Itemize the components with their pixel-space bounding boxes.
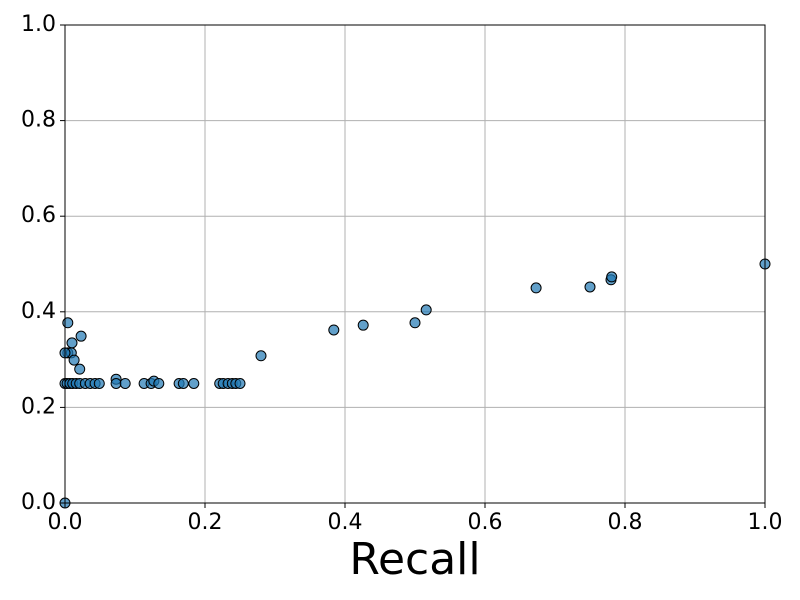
point (188, 378, 200, 389)
point (530, 282, 542, 294)
x-tick-label: 0.2 (188, 510, 223, 535)
x-tick-label: 0.6 (468, 510, 503, 535)
point (66, 337, 78, 349)
y-tick-label: 0.2 (21, 394, 56, 419)
x-tick-label: 0.0 (48, 510, 83, 535)
point (74, 363, 86, 375)
point (255, 350, 267, 362)
point (119, 378, 131, 389)
point (68, 354, 80, 366)
x-tick-label: 0.4 (328, 510, 363, 535)
point (584, 281, 596, 293)
plot-frame (64, 24, 766, 504)
point (328, 324, 340, 336)
point (153, 378, 165, 389)
point (75, 330, 87, 342)
grid (64, 24, 766, 504)
y-tick-label: 0.0 (21, 490, 56, 515)
point (110, 378, 122, 389)
point (234, 378, 246, 389)
points (59, 258, 771, 509)
point (177, 378, 189, 389)
x-axis-label: Recall (349, 534, 480, 585)
y-tick-label: 0.4 (21, 299, 56, 324)
point (62, 317, 74, 329)
point (357, 319, 369, 331)
y-tick-label: 1.0 (21, 12, 56, 37)
x-tick-label: 1.0 (748, 510, 783, 535)
x-tick-label: 0.8 (608, 510, 643, 535)
point (409, 317, 421, 329)
point (93, 378, 105, 389)
point (420, 304, 432, 316)
y-tick-label: 0.6 (21, 203, 56, 228)
point (606, 271, 618, 283)
y-tick-label: 0.8 (21, 108, 56, 133)
